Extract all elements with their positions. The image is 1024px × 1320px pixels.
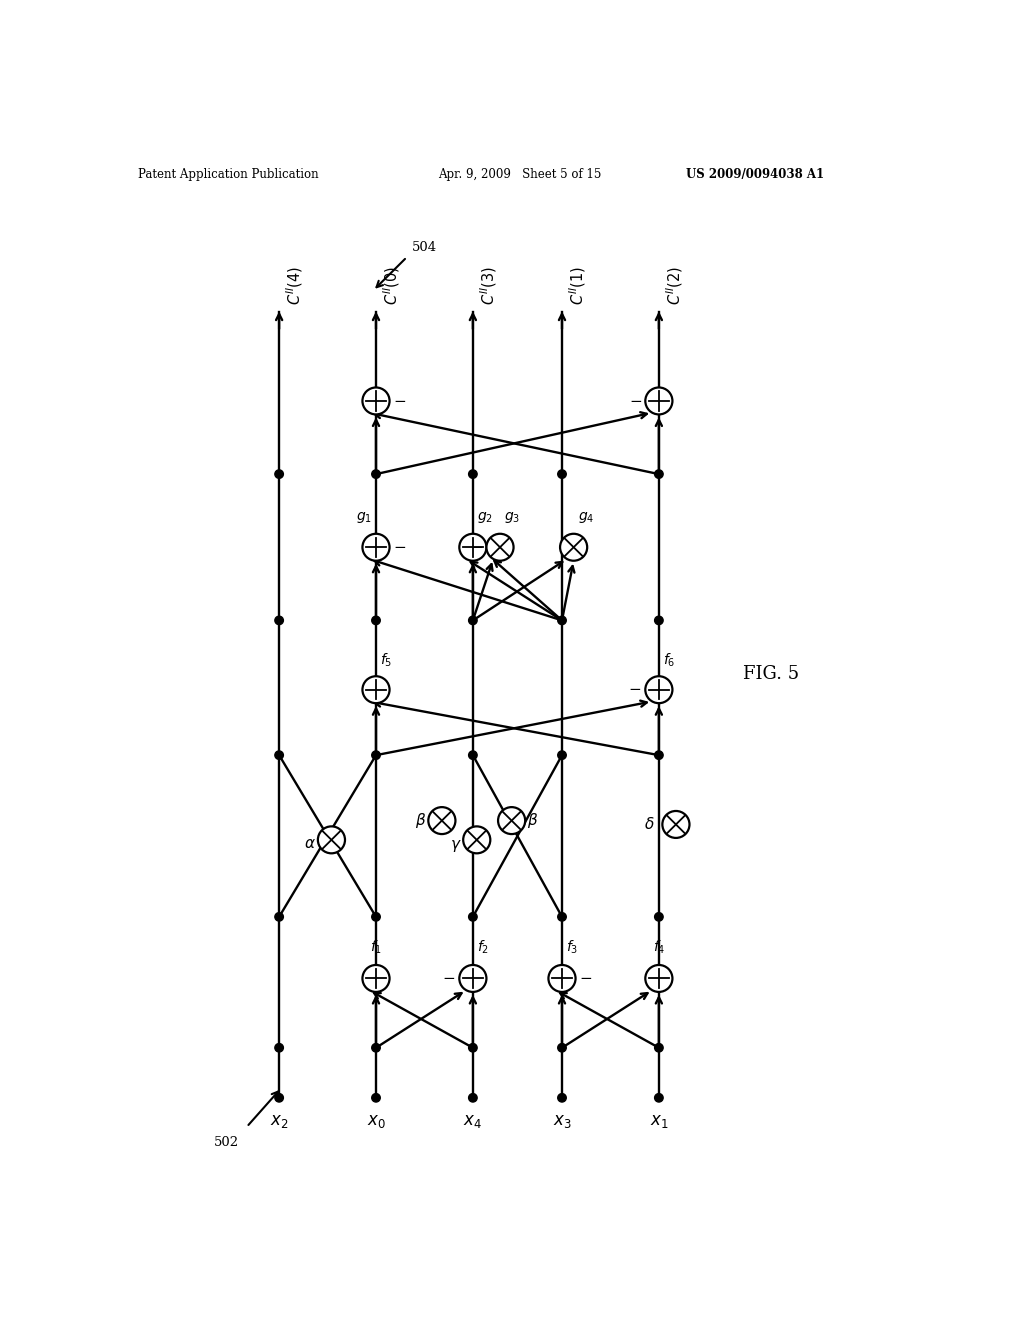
Text: $C^{II}(0)$: $C^{II}(0)$ <box>381 265 402 305</box>
Circle shape <box>460 965 486 991</box>
Circle shape <box>274 616 284 624</box>
Text: $-$: $-$ <box>629 392 642 407</box>
Circle shape <box>549 965 575 991</box>
Text: $C^{II}(1)$: $C^{II}(1)$ <box>567 265 588 305</box>
Text: $x_3$: $x_3$ <box>553 1113 571 1130</box>
Circle shape <box>560 533 587 561</box>
Circle shape <box>372 616 380 624</box>
Text: Patent Application Publication: Patent Application Publication <box>138 169 318 181</box>
Circle shape <box>372 1044 380 1052</box>
Circle shape <box>558 1044 566 1052</box>
Text: $-$: $-$ <box>629 681 641 696</box>
Circle shape <box>469 1044 477 1052</box>
Circle shape <box>428 807 456 834</box>
Circle shape <box>469 1093 477 1102</box>
Circle shape <box>654 470 664 478</box>
Circle shape <box>486 533 514 561</box>
Circle shape <box>317 826 345 853</box>
Text: $x_1$: $x_1$ <box>649 1113 669 1130</box>
Text: $-$: $-$ <box>392 539 406 553</box>
Text: $\beta$: $\beta$ <box>526 810 538 830</box>
Text: $-$: $-$ <box>442 970 456 985</box>
Circle shape <box>372 751 380 759</box>
Circle shape <box>645 965 673 991</box>
Text: $C^{II}(2)$: $C^{II}(2)$ <box>665 265 685 305</box>
Text: $C^{II}(4)$: $C^{II}(4)$ <box>285 265 305 305</box>
Text: $-$: $-$ <box>580 970 593 985</box>
Text: $\beta$: $\beta$ <box>416 810 427 830</box>
Circle shape <box>654 1044 664 1052</box>
Circle shape <box>469 470 477 478</box>
Text: $\gamma$: $\gamma$ <box>450 838 462 854</box>
Text: $g_3$: $g_3$ <box>504 510 520 524</box>
Circle shape <box>469 751 477 759</box>
Circle shape <box>274 1093 284 1102</box>
Text: 502: 502 <box>214 1137 239 1150</box>
Circle shape <box>372 470 380 478</box>
Circle shape <box>362 676 389 704</box>
Circle shape <box>274 912 284 921</box>
Text: $\alpha$: $\alpha$ <box>304 837 316 850</box>
Circle shape <box>654 1093 664 1102</box>
Circle shape <box>362 965 389 991</box>
Circle shape <box>498 807 525 834</box>
Text: $g_1$: $g_1$ <box>356 510 372 524</box>
Circle shape <box>274 1044 284 1052</box>
Text: $x_2$: $x_2$ <box>270 1113 289 1130</box>
Text: 504: 504 <box>412 240 437 253</box>
Circle shape <box>460 533 486 561</box>
Text: FIG. 5: FIG. 5 <box>743 665 800 684</box>
Text: US 2009/0094038 A1: US 2009/0094038 A1 <box>686 169 824 181</box>
Circle shape <box>469 912 477 921</box>
Circle shape <box>463 826 490 853</box>
Circle shape <box>362 533 389 561</box>
Text: $-$: $-$ <box>392 392 406 407</box>
Circle shape <box>469 616 477 624</box>
Circle shape <box>654 912 664 921</box>
Circle shape <box>274 470 284 478</box>
Text: $f_3$: $f_3$ <box>566 939 579 956</box>
Text: $f_2$: $f_2$ <box>477 939 488 956</box>
Circle shape <box>558 912 566 921</box>
Text: $f_6$: $f_6$ <box>663 651 675 668</box>
Circle shape <box>663 810 689 838</box>
Text: $g_4$: $g_4$ <box>578 510 594 524</box>
Circle shape <box>372 912 380 921</box>
Circle shape <box>558 1093 566 1102</box>
Circle shape <box>362 388 389 414</box>
Text: $C^{II}(3)$: $C^{II}(3)$ <box>478 265 499 305</box>
Circle shape <box>558 470 566 478</box>
Text: $x_4$: $x_4$ <box>464 1113 482 1130</box>
Text: $f_5$: $f_5$ <box>380 651 392 668</box>
Circle shape <box>645 388 673 414</box>
Circle shape <box>654 751 664 759</box>
Text: $g_2$: $g_2$ <box>477 510 493 524</box>
Text: $-$: $-$ <box>470 539 483 553</box>
Text: Apr. 9, 2009   Sheet 5 of 15: Apr. 9, 2009 Sheet 5 of 15 <box>438 169 601 181</box>
Circle shape <box>645 676 673 704</box>
Text: $f_4$: $f_4$ <box>652 939 666 956</box>
Text: $\delta$: $\delta$ <box>644 817 654 833</box>
Circle shape <box>372 1093 380 1102</box>
Text: $x_0$: $x_0$ <box>367 1113 385 1130</box>
Text: $f_1$: $f_1$ <box>370 939 382 956</box>
Circle shape <box>558 751 566 759</box>
Circle shape <box>274 751 284 759</box>
Circle shape <box>654 616 664 624</box>
Circle shape <box>558 616 566 624</box>
